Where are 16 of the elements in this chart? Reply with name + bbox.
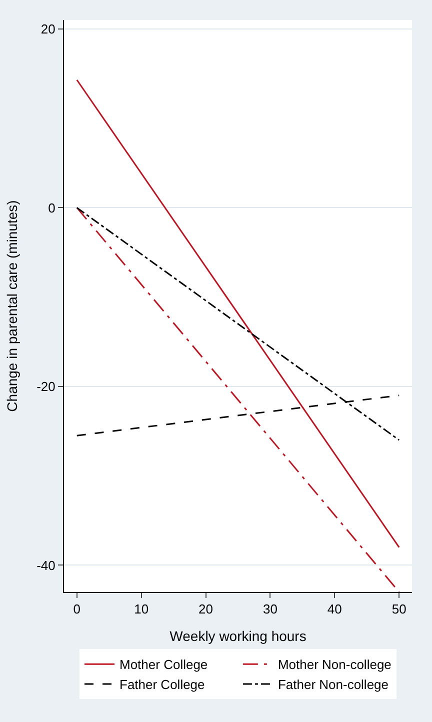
x-tick-label: 40 <box>327 602 342 617</box>
y-tick-label: -40 <box>36 558 56 573</box>
y-tick-label: 0 <box>48 200 56 216</box>
y-tick-label: -20 <box>36 378 56 394</box>
legend-label: Father College <box>120 677 205 692</box>
y-tick-label: 20 <box>40 21 56 36</box>
legend-label: Mother College <box>120 657 208 672</box>
legend-label: Father Non-college <box>278 677 389 692</box>
x-tick-label: 30 <box>262 602 278 617</box>
x-tick-label: 0 <box>73 602 81 617</box>
x-axis-title: Weekly working hours <box>170 628 306 644</box>
x-tick-label: 10 <box>134 602 149 617</box>
x-tick-label: 20 <box>198 602 214 617</box>
y-axis-title: Change in parental care (minutes) <box>4 200 20 412</box>
legend-label: Mother Non-college <box>278 657 392 672</box>
x-tick-label: 50 <box>392 602 406 617</box>
